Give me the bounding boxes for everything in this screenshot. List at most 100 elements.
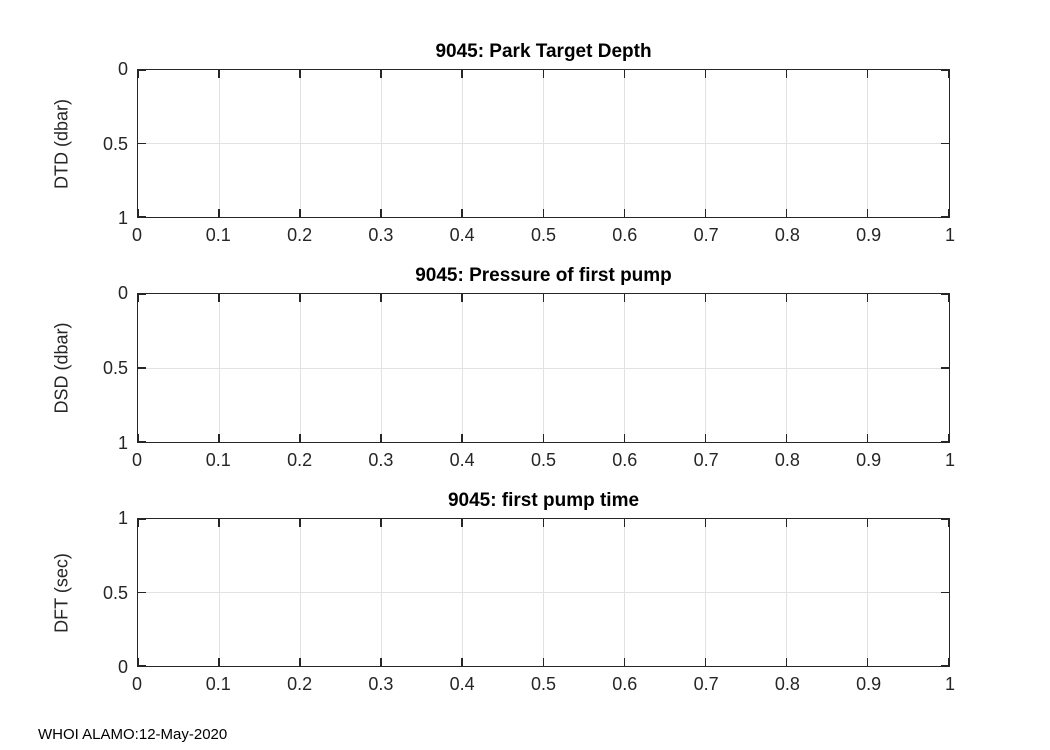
- x-tick-mark: [542, 658, 544, 666]
- x-tick-mark: [785, 294, 788, 302]
- gridline-vertical: [543, 294, 544, 442]
- x-tick-mark: [380, 434, 382, 442]
- x-tick-label: 1: [944, 225, 955, 245]
- x-tick-mark: [380, 519, 382, 527]
- gridline-vertical: [705, 519, 707, 666]
- gridline-vertical: [867, 70, 869, 217]
- gridline-vertical: [461, 294, 463, 442]
- x-tick-mark: [948, 519, 950, 527]
- x-tick-mark: [218, 70, 220, 78]
- y-tick-label: 0.5: [102, 133, 128, 154]
- x-tick-mark: [218, 519, 220, 527]
- x-tick-label: 0.2: [287, 674, 313, 694]
- x-tick-label: 0.7: [693, 225, 719, 245]
- x-tick-mark: [461, 294, 463, 302]
- x-tick-label: 1: [944, 674, 955, 694]
- x-tick-mark: [785, 70, 788, 78]
- y-tick-mark: [941, 665, 949, 667]
- x-tick-label: 0: [131, 450, 142, 470]
- x-tick-mark: [948, 209, 950, 217]
- axes-box: [137, 518, 950, 667]
- x-tick-mark: [218, 209, 220, 217]
- gridline-vertical: [380, 294, 382, 442]
- x-tick-mark: [461, 519, 463, 527]
- gridline-vertical: [218, 70, 220, 217]
- x-tick-label: 0.3: [368, 450, 394, 470]
- y-axis-label: DTD (dbar): [51, 98, 72, 189]
- y-tick-mark: [941, 69, 949, 71]
- y-tick-label: 0: [117, 283, 128, 303]
- x-tick-mark: [866, 519, 869, 527]
- x-tick-mark: [623, 294, 626, 302]
- x-tick-label: 0.5: [530, 225, 557, 245]
- gridline-vertical: [624, 70, 626, 217]
- gridline-vertical: [786, 70, 788, 217]
- y-tick-label: 0: [117, 657, 128, 677]
- y-tick-label: 1: [117, 208, 128, 228]
- y-axis-label: DSD (dbar): [51, 322, 72, 414]
- x-tick-mark: [218, 434, 220, 442]
- x-tick-mark: [785, 519, 788, 527]
- x-tick-label: 0: [131, 225, 142, 245]
- gridline-vertical: [380, 519, 382, 666]
- axes-box: [137, 69, 950, 218]
- x-tick-mark: [623, 658, 626, 666]
- gridline-vertical: [218, 294, 220, 442]
- gridline-horizontal: [138, 367, 949, 369]
- x-tick-mark: [137, 70, 139, 78]
- x-tick-label: 0.7: [693, 674, 719, 694]
- x-tick-label: 0.3: [368, 225, 394, 245]
- x-tick-mark: [542, 434, 544, 442]
- y-tick-mark: [941, 518, 949, 520]
- x-tick-label: 1: [944, 450, 955, 470]
- x-tick-mark: [542, 519, 544, 527]
- x-tick-label: 0.9: [856, 674, 882, 694]
- x-tick-mark: [785, 434, 788, 442]
- x-tick-label: 0.2: [287, 450, 313, 470]
- x-tick-mark: [866, 658, 869, 666]
- x-tick-mark: [866, 434, 869, 442]
- y-tick-mark: [138, 591, 146, 593]
- x-tick-mark: [948, 434, 950, 442]
- x-tick-mark: [542, 294, 544, 302]
- x-tick-mark: [137, 519, 139, 527]
- x-tick-label: 0.4: [449, 450, 475, 470]
- x-tick-mark: [704, 658, 707, 666]
- x-tick-mark: [299, 294, 301, 302]
- x-tick-mark: [461, 209, 463, 217]
- x-tick-mark: [137, 434, 139, 442]
- x-tick-label: 0.4: [449, 225, 475, 245]
- y-tick-mark: [138, 441, 146, 443]
- y-axis-label: DFT (sec): [51, 552, 72, 633]
- x-tick-mark: [299, 434, 301, 442]
- gridline-vertical: [461, 70, 463, 217]
- x-tick-label: 0.6: [612, 674, 638, 694]
- x-tick-mark: [299, 519, 301, 527]
- x-tick-mark: [866, 209, 869, 217]
- gridline-vertical: [786, 294, 788, 442]
- x-tick-label: 0.4: [449, 674, 475, 694]
- x-tick-label: 0.2: [287, 225, 313, 245]
- x-tick-label: 0.9: [856, 225, 882, 245]
- y-tick-mark: [138, 665, 146, 667]
- gridline-vertical: [543, 519, 544, 666]
- x-tick-mark: [785, 209, 788, 217]
- x-tick-label: 0.1: [205, 450, 231, 470]
- x-tick-mark: [542, 70, 544, 78]
- gridline-vertical: [624, 294, 626, 442]
- x-tick-mark: [380, 70, 382, 78]
- x-tick-label: 0.8: [774, 225, 800, 245]
- x-tick-mark: [948, 658, 950, 666]
- x-tick-mark: [948, 294, 950, 302]
- x-tick-label: 0.8: [774, 674, 800, 694]
- y-tick-mark: [941, 216, 949, 218]
- x-tick-mark: [461, 658, 463, 666]
- gridline-vertical: [380, 70, 382, 217]
- gridline-vertical: [705, 70, 707, 217]
- x-tick-mark: [137, 209, 139, 217]
- y-tick-label: 0.5: [102, 358, 128, 378]
- x-tick-mark: [461, 434, 463, 442]
- gridline-vertical: [461, 519, 463, 666]
- x-tick-mark: [137, 294, 139, 302]
